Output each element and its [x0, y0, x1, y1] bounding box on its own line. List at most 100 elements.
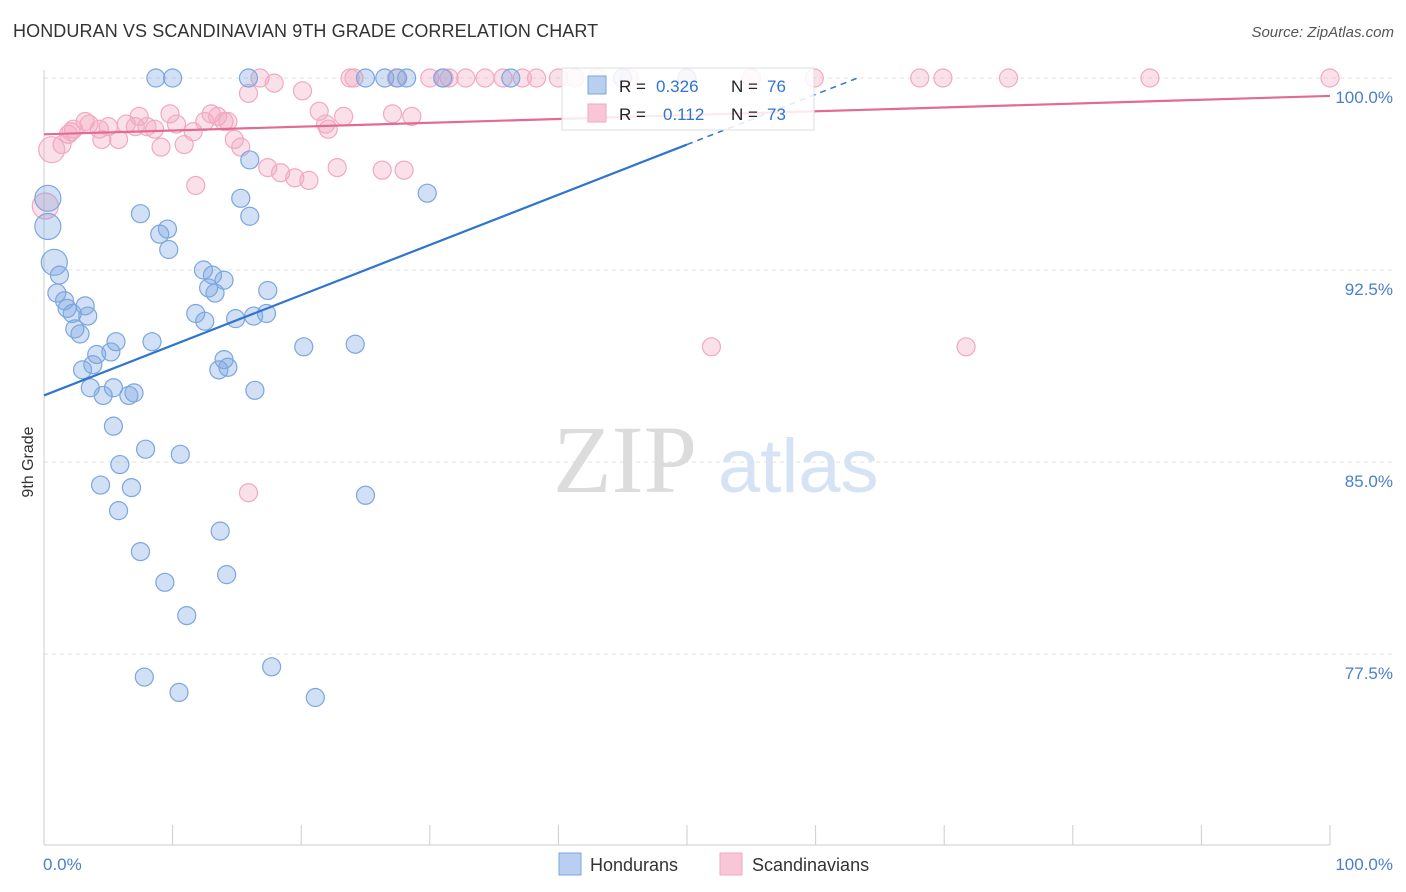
hondurans-point: [210, 521, 230, 541]
hondurans-point: [258, 280, 278, 301]
scandinavians-point: [334, 106, 354, 127]
stats-r-label-scandinavians: R =: [619, 105, 646, 124]
scandinavians-point: [166, 114, 187, 134]
scandinavians-point: [456, 68, 476, 88]
legend-swatch-hondurans: [558, 852, 582, 876]
y-tick-label: 77.5%: [1345, 664, 1393, 683]
hondurans-point: [93, 385, 113, 406]
source-label: Source: ZipAtlas.com: [1251, 24, 1394, 41]
scandinavians-point: [439, 68, 459, 88]
hondurans-point: [70, 324, 90, 344]
scandinavians-point: [1320, 68, 1340, 88]
hondurans-point: [34, 212, 62, 241]
stats-r-value-hondurans: 0.326: [656, 77, 699, 96]
hondurans-point: [355, 68, 376, 88]
hondurans-point: [49, 265, 70, 285]
scandinavians-point: [108, 129, 129, 150]
scandinavians-point: [1140, 68, 1160, 88]
hondurans-point: [134, 667, 154, 687]
scandinavians-point: [394, 160, 414, 180]
hondurans-point: [501, 68, 521, 88]
hondurans-point: [214, 270, 234, 290]
hondurans-point: [417, 183, 437, 203]
watermark-zip: ZIP: [553, 406, 697, 513]
axes: 77.5% 85.0% 92.5% 100.0%: [43, 70, 1393, 846]
x-tick-label-min: 0.0%: [43, 855, 82, 874]
hondurans-point: [240, 206, 260, 226]
hondurans-point: [110, 454, 130, 475]
bottom-legend: Hondurans Scandinavians: [558, 852, 869, 876]
scandinavians-point: [292, 81, 313, 101]
y-tick-label: 100.0%: [1335, 88, 1393, 107]
scandinavians-point: [38, 136, 66, 164]
hondurans-point: [345, 334, 365, 354]
scandinavians-point: [238, 483, 259, 503]
watermark-atlas: atlas: [718, 424, 879, 509]
hondurans-point: [245, 380, 265, 400]
hondurans-point: [40, 248, 68, 276]
hondurans-point: [256, 303, 277, 324]
scandinavians-point: [264, 73, 284, 93]
scandinavians-point: [956, 337, 976, 357]
hondurans-point: [240, 150, 260, 170]
legend-swatch-scandinavians: [719, 852, 743, 876]
scandinavians-point: [224, 129, 244, 150]
hondurans-trend-line: [43, 143, 688, 397]
scandinavians-point: [299, 170, 319, 190]
hondurans-point: [305, 687, 325, 708]
x-tick-label-max: 100.0%: [1335, 855, 1393, 874]
hondurans-point: [177, 605, 197, 626]
hondurans-point: [34, 184, 62, 212]
scandinavians-point: [933, 68, 953, 88]
hondurans-point: [157, 219, 178, 239]
hondurans-point: [83, 355, 103, 375]
hondurans-point: [47, 283, 67, 303]
scandinavians-point: [512, 68, 532, 88]
hondurans-point: [87, 344, 107, 365]
watermark: ZIP atlas: [553, 406, 879, 513]
scandinavians-point: [186, 175, 206, 196]
scandinavians-point: [250, 68, 270, 88]
scandinavians-point: [998, 68, 1019, 88]
hondurans-point: [238, 68, 259, 88]
hondurans-point: [130, 541, 151, 562]
chart-title: HONDURAN VS SCANDINAVIAN 9TH GRADE CORRE…: [13, 21, 599, 41]
scandinavians-point: [327, 158, 347, 178]
hondurans-point: [130, 204, 151, 224]
scandinavians-point: [151, 137, 171, 157]
scandinavians-point: [144, 119, 165, 139]
stats-r-value-scandinavians: 0.112: [663, 105, 704, 124]
scandinavians-point: [208, 106, 228, 127]
y-tick-label: 85.0%: [1345, 472, 1393, 491]
hondurans-point: [72, 360, 93, 380]
hondurans-point: [121, 478, 142, 498]
hondurans-point: [163, 68, 183, 88]
hondurans-point: [217, 565, 237, 585]
scandinavians-point: [526, 68, 547, 88]
scandinavians-point: [382, 104, 403, 124]
scandinavians-point: [402, 106, 422, 127]
hondurans-point: [231, 188, 251, 208]
hondurans-point: [101, 342, 121, 362]
hondurans-point: [155, 572, 175, 592]
scandinavians-point: [258, 158, 278, 178]
scandinavians-point: [160, 104, 180, 124]
scandinavians-point: [61, 122, 81, 142]
hondurans-points: [34, 68, 697, 708]
hondurans-point: [262, 657, 282, 677]
hondurans-point: [103, 378, 124, 398]
hondurans-point: [355, 485, 376, 505]
stats-n-value-scandinavians: 73: [767, 105, 786, 124]
scandinavians-point: [372, 160, 392, 180]
scandinavians-point: [238, 83, 259, 103]
hondurans-point: [135, 439, 156, 459]
hondurans-point: [146, 68, 166, 88]
scandinavians-point: [475, 68, 495, 88]
hondurans-point: [108, 501, 129, 521]
stats-n-value-hondurans: 76: [767, 77, 786, 96]
hondurans-point: [124, 383, 144, 403]
stats-legend: R = 0.326 N = 76 R = 0.112 N = 73: [561, 67, 815, 131]
y-axis-label: 9th Grade: [20, 426, 37, 497]
scandinavians-point: [129, 106, 149, 127]
hondurans-point: [106, 332, 126, 352]
